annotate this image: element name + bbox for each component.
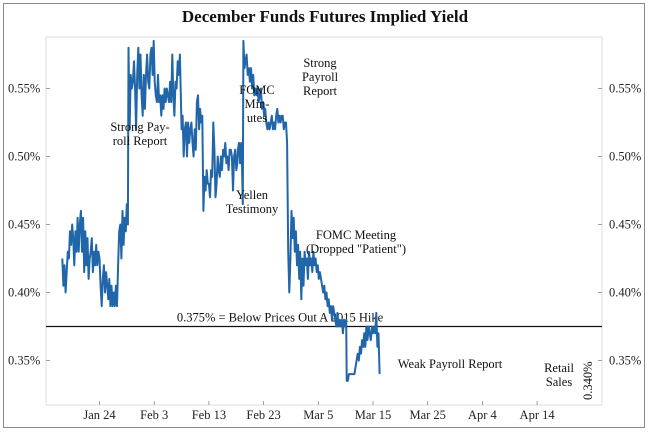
y-tick-left-label: 0.40% [8, 286, 40, 300]
annotation-strong-payroll-1: roll Report [113, 134, 168, 148]
annotation-strong-payroll-2: Strong [303, 56, 337, 70]
y-axis-right: 0.35% 0.40% 0.45% 0.50% 0.55% [598, 82, 641, 368]
annotation-retail-sales: Retail [544, 361, 574, 375]
x-tick-label: Jan 24 [83, 408, 116, 422]
y-tick-right-label: 0.35% [609, 354, 641, 368]
y-tick-right-label: 0.55% [609, 82, 641, 96]
annotation-yellen: Testimony [226, 202, 279, 216]
plot-area [45, 36, 603, 406]
annotation-weak-payroll: Weak Payroll Report [398, 357, 503, 371]
y-tick-right-label: 0.50% [609, 150, 641, 164]
x-axis: Jan 24 Feb 3 Feb 13 Feb 23 Mar 5 Mar 15 Mar 25… [83, 401, 555, 422]
y-tick-right-label: 0.40% [609, 286, 641, 300]
x-tick-label: Apr 14 [520, 408, 556, 422]
annotation-fomc-meeting: FOMC Meeting [316, 228, 397, 242]
annotation-fomc-minutes: Min- [245, 97, 270, 111]
y-tick-left-label: 0.55% [8, 82, 40, 96]
x-tick-label: Mar 5 [303, 408, 333, 422]
reference-line-label: 0.375% = Below Prices Out A 2015 Hike [177, 311, 384, 325]
chart-title: December Funds Futures Implied Yield [182, 7, 469, 26]
x-tick-label: Feb 13 [192, 408, 226, 422]
y-tick-right-label: 0.45% [609, 218, 641, 232]
y-tick-left-label: 0.35% [8, 354, 40, 368]
annotation-retail-sales: Sales [546, 375, 573, 389]
x-tick-label: Feb 3 [140, 408, 168, 422]
y-tick-left-label: 0.45% [8, 218, 40, 232]
x-tick-label: Feb 23 [246, 408, 280, 422]
y-axis-left: 0.35% 0.40% 0.45% 0.50% 0.55% [8, 82, 50, 368]
annotation-fomc-meeting: (Dropped "Patient") [306, 242, 406, 256]
chart-frame [3, 3, 645, 428]
y-tick-left-label: 0.50% [8, 150, 40, 164]
annotation-strong-payroll-2: Report [303, 84, 338, 98]
end-value-label: 0.340% [581, 361, 595, 400]
x-tick-label: Apr 4 [468, 408, 498, 422]
annotation-fomc-minutes: utes [247, 111, 267, 125]
annotation-strong-payroll-2: Payroll [302, 70, 339, 84]
annotation-strong-payroll-1: Strong Pay- [110, 120, 169, 134]
series-line [61, 39, 381, 382]
x-tick-label: Mar 25 [409, 408, 445, 422]
annotation-fomc-minutes: FOMC [239, 83, 274, 97]
x-tick-label: Mar 15 [355, 408, 391, 422]
annotation-yellen: Yellen [236, 188, 269, 202]
